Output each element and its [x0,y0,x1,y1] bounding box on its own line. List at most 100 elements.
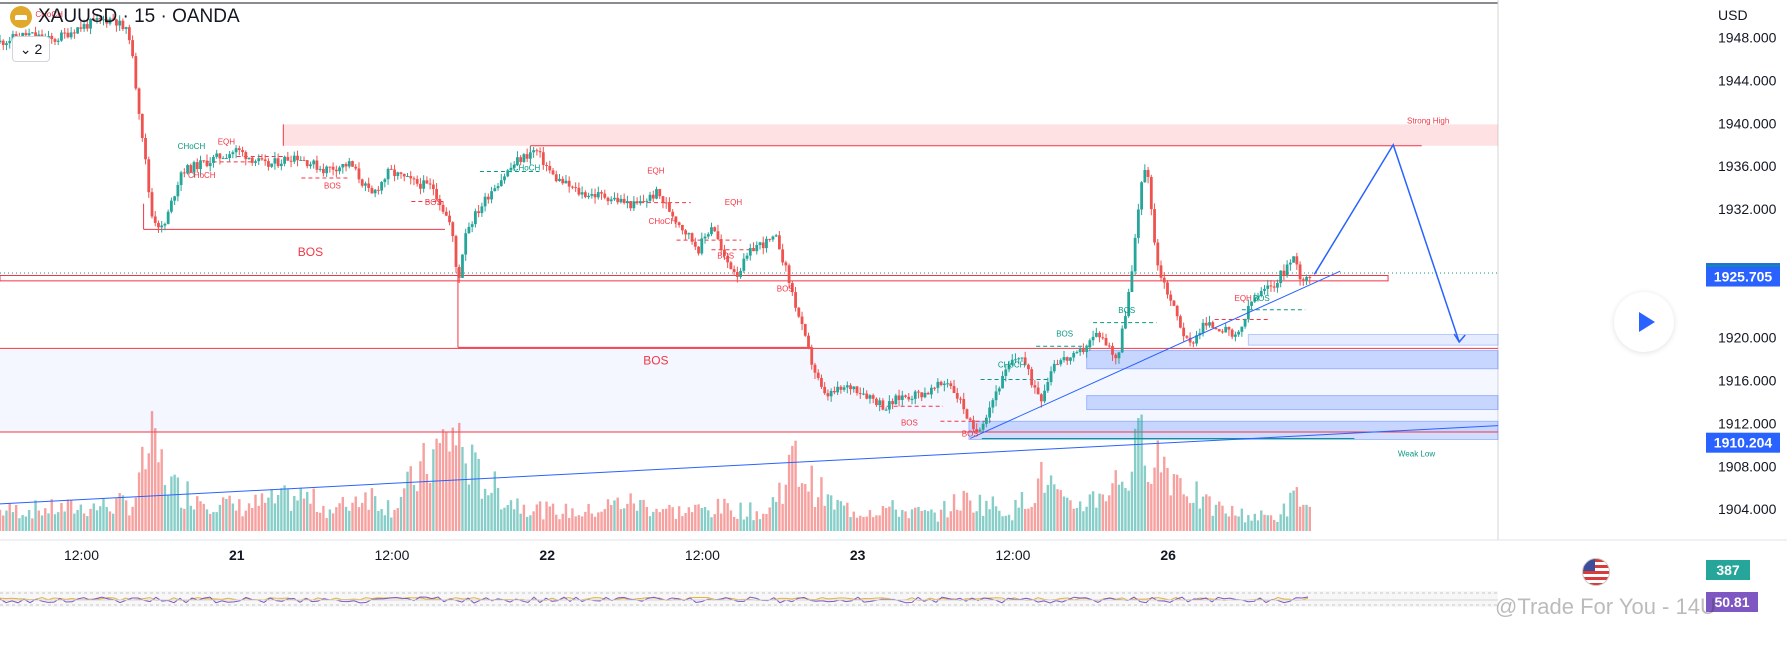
y-tick-label: 1908.000 [1718,458,1777,474]
candle-body [684,230,688,235]
candle-body [376,189,380,191]
candle-body [1237,331,1241,335]
volume-bar [82,513,86,531]
candle-body [1027,364,1030,370]
candle-body [254,161,257,163]
candle-body [1088,340,1092,348]
candle-body [936,381,940,388]
volume-bar [1049,475,1053,531]
volume-bar [1117,484,1121,531]
candle-body [635,201,639,204]
volume-bar [238,499,241,531]
replay-play-button[interactable] [1614,292,1674,352]
candle-body [991,400,995,408]
candle-body [302,160,306,162]
zone-3 [1086,350,1499,370]
candle-body [590,194,594,196]
candle-body [457,266,461,278]
candle-body [1107,345,1111,347]
volume-bar [14,504,18,531]
volume-bar [690,512,694,531]
volume-bar [111,513,115,531]
volume-bar [729,510,733,531]
volume-bar [115,498,118,531]
candle-body [845,385,849,388]
volume-bar [794,440,797,531]
candle-body [111,18,115,20]
candle-body [121,20,125,29]
candle-body [693,241,697,247]
volume-bar [309,503,312,531]
candle-body [37,34,41,38]
candle-body [752,248,755,252]
candle-body [257,158,261,162]
candle-body [1078,349,1082,353]
volume-bar [551,503,555,531]
candle-body [606,197,610,202]
candle-body [137,88,141,114]
volume-bar [629,493,632,531]
candle-body [0,40,2,43]
candle-body [1240,326,1244,332]
candle-body [645,200,649,202]
candle-body [1243,319,1247,327]
candle-body [794,292,797,308]
volume-bar [95,510,99,531]
volume-bar [564,503,568,531]
candle-body [322,168,325,174]
candle-body [179,172,183,186]
volume-bar [613,500,616,531]
volume-bar [318,512,322,531]
volume-bar [76,510,79,531]
candle-body [1091,336,1095,341]
us-flag-icon[interactable] [1582,558,1610,586]
zones [0,124,1499,441]
volume-bar [907,518,910,531]
candle-body [622,198,626,204]
trendline-1 [0,425,1499,505]
candle-body [748,248,752,256]
candle-body [50,35,54,40]
volume-bar [234,510,238,531]
candle-body [619,198,623,203]
candle-body [758,242,762,246]
candle-body [1043,390,1046,402]
candle-body [461,254,464,278]
candle-body [1276,283,1279,288]
volume-bar [312,488,315,531]
candle-body [558,178,561,182]
candle-body [1156,242,1160,266]
candle-body [406,176,409,178]
candle-body [79,27,83,29]
indicators-collapse-button[interactable]: ⌄ 2 [12,36,50,62]
candle-body [554,174,558,182]
candle-body [1191,342,1195,344]
volume-bar [674,518,678,531]
volume-bar [1282,503,1286,531]
candle-body [1098,332,1101,338]
candle-body [186,165,189,174]
volume-bar [441,429,445,531]
zone-4 [1086,395,1499,411]
candle-body [929,387,933,395]
candle-body [777,235,781,250]
candle-body [981,423,985,430]
volume-bar [771,497,775,531]
volume-bar [888,506,891,531]
candle-body [124,27,128,29]
volume-bar [1140,414,1143,531]
volume-bar [758,519,762,531]
x-tick-label: 23 [850,547,866,563]
price-badge-label-3: 1910.204 [1714,435,1773,451]
symbol-header[interactable]: XAUUSD · 15 · OANDA [10,6,240,28]
candle-body [402,173,406,177]
volume-bar [124,500,128,531]
volume-bar [263,502,267,531]
x-tick-label: 26 [1160,547,1176,563]
trendlines[interactable] [0,142,1499,505]
candle-body [1298,264,1302,280]
candle-body [1149,176,1153,210]
volume-bar [1266,515,1269,531]
